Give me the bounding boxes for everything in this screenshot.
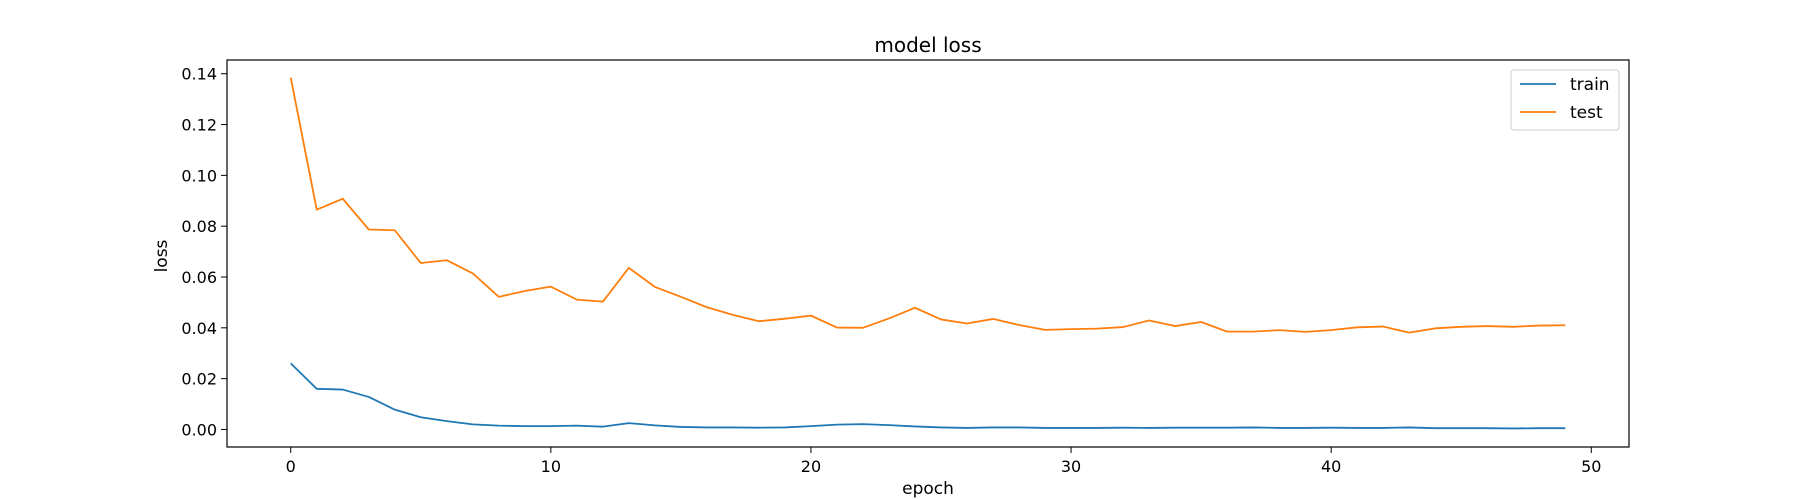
legend-label-train: train	[1570, 75, 1610, 95]
x-tick-label: 50	[1581, 457, 1601, 476]
x-tick-label: 20	[801, 457, 821, 476]
x-tick-label: 30	[1061, 457, 1081, 476]
legend-box	[1510, 69, 1620, 131]
y-tick-label: 0.10	[181, 166, 217, 185]
y-tick-label: 0.14	[181, 65, 217, 84]
x-tick-label: 0	[286, 457, 296, 476]
legend-label-test: test	[1570, 103, 1603, 123]
series-line-train	[290, 362, 1566, 430]
y-tick-label: 0.12	[181, 116, 217, 135]
x-tick-label: 40	[1321, 457, 1341, 476]
y-tick-label: 0.08	[181, 217, 217, 236]
series-line-test	[289, 77, 1566, 334]
y-tick-label: 0.04	[181, 319, 217, 338]
plot-area	[289, 77, 1566, 430]
y-tick-label: 0.00	[181, 420, 217, 439]
x-tick-label: 10	[541, 457, 561, 476]
x-axis: 0 10 20 30 40 50	[286, 447, 1601, 476]
legend: train test	[1510, 69, 1620, 131]
y-axis: 0.00 0.02 0.04 0.06 0.08 0.10 0.12 0.14	[181, 65, 227, 439]
chart-title: model loss	[874, 33, 981, 57]
plot-frame	[226, 59, 1630, 448]
y-tick-label: 0.06	[181, 268, 217, 287]
x-axis-label: epoch	[902, 479, 954, 499]
y-axis-label: loss	[152, 239, 172, 272]
y-tick-label: 0.02	[181, 370, 217, 389]
